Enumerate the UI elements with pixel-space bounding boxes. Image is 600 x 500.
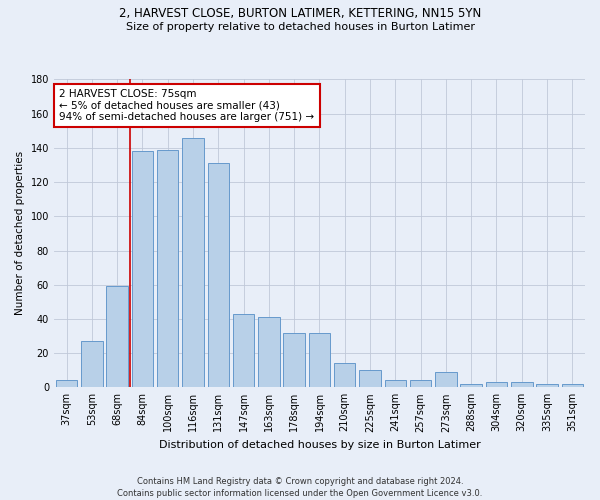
Bar [81, 341, 103, 388]
Bar [410, 380, 431, 388]
Bar [106, 286, 128, 388]
Bar [359, 370, 381, 388]
Bar [536, 384, 558, 388]
X-axis label: Distribution of detached houses by size in Burton Latimer: Distribution of detached houses by size … [158, 440, 481, 450]
Bar [157, 150, 178, 388]
Bar [562, 384, 583, 388]
Bar [182, 138, 204, 388]
Bar [385, 380, 406, 388]
Bar [309, 332, 330, 388]
Text: Size of property relative to detached houses in Burton Latimer: Size of property relative to detached ho… [125, 22, 475, 32]
Bar [131, 152, 153, 388]
Bar [460, 384, 482, 388]
Bar [511, 382, 533, 388]
Bar [435, 372, 457, 388]
Bar [56, 380, 77, 388]
Bar [486, 382, 507, 388]
Text: 2 HARVEST CLOSE: 75sqm
← 5% of detached houses are smaller (43)
94% of semi-deta: 2 HARVEST CLOSE: 75sqm ← 5% of detached … [59, 88, 314, 122]
Y-axis label: Number of detached properties: Number of detached properties [15, 152, 25, 316]
Text: Contains HM Land Registry data © Crown copyright and database right 2024.
Contai: Contains HM Land Registry data © Crown c… [118, 476, 482, 498]
Bar [258, 317, 280, 388]
Bar [283, 332, 305, 388]
Bar [208, 164, 229, 388]
Bar [233, 314, 254, 388]
Bar [334, 364, 355, 388]
Text: 2, HARVEST CLOSE, BURTON LATIMER, KETTERING, NN15 5YN: 2, HARVEST CLOSE, BURTON LATIMER, KETTER… [119, 8, 481, 20]
